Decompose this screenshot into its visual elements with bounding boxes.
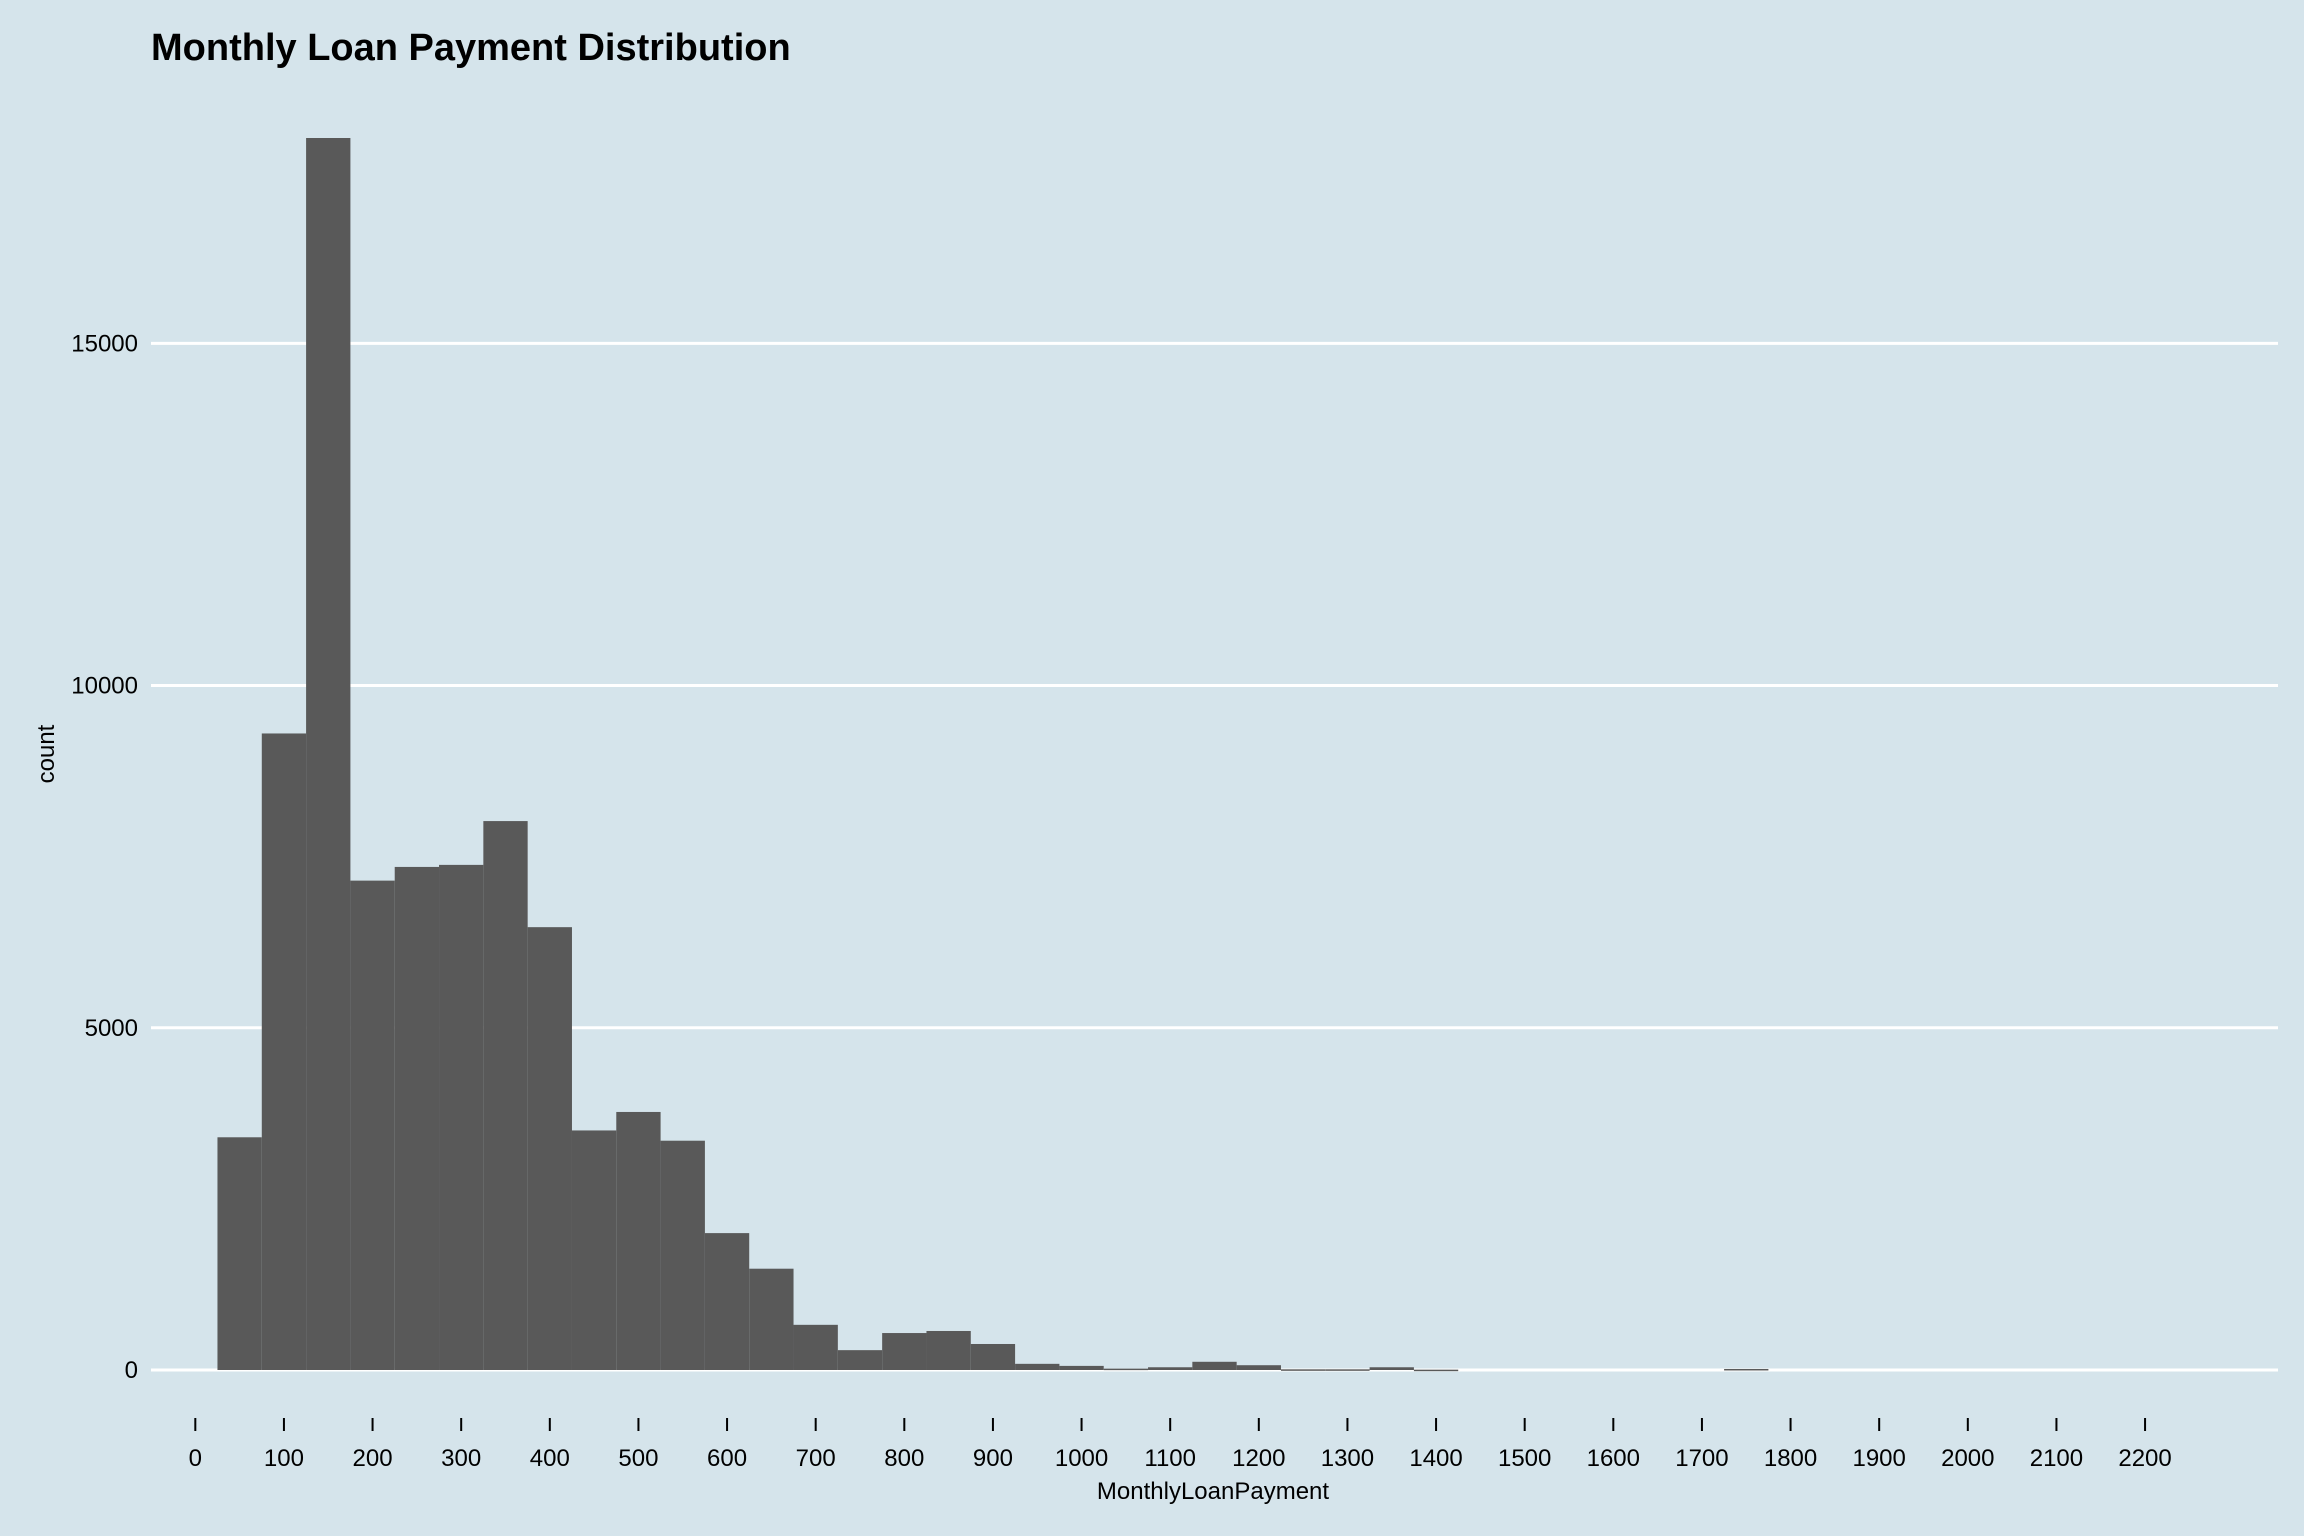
x-axis-ticks: 0 100 200 300 400 500 600 700 800 900 1000 1100 1200… — [189, 1418, 2172, 1472]
histogram-bar — [1369, 1367, 1414, 1370]
x-tick-label: 1900 — [1852, 1445, 1905, 1472]
histogram-bar — [217, 1137, 262, 1370]
histogram-bar — [793, 1324, 838, 1370]
x-tick-label: 400 — [530, 1445, 570, 1472]
x-tick-label: 2100 — [2030, 1445, 2083, 1472]
y-tick-label: 15000 — [71, 330, 138, 357]
y-axis-label: count — [33, 724, 60, 783]
chart-title: Monthly Loan Payment Distribution — [151, 27, 791, 69]
x-tick-label: 600 — [707, 1445, 747, 1472]
histogram-bar — [1015, 1363, 1060, 1370]
histogram-bar — [527, 927, 572, 1370]
histogram-bar — [704, 1233, 750, 1370]
x-axis-label: MonthlyLoanPayment — [1097, 1478, 1329, 1505]
y-tick-label: 5000 — [85, 1015, 138, 1042]
histogram-bar — [1148, 1367, 1193, 1370]
x-tick-label: 2200 — [2118, 1445, 2171, 1472]
x-tick-label: 1100 — [1144, 1445, 1196, 1472]
x-tick-label: 1500 — [1498, 1445, 1551, 1472]
histogram-bar — [261, 733, 307, 1370]
x-tick-label: 1000 — [1055, 1445, 1108, 1472]
histogram-bar — [926, 1330, 971, 1370]
x-tick-label: 200 — [353, 1445, 393, 1472]
x-tick-label: 1300 — [1321, 1445, 1374, 1472]
y-tick-label: 0 — [125, 1357, 138, 1384]
bars — [217, 138, 1769, 1372]
histogram-bar — [483, 821, 528, 1370]
histogram-bar — [837, 1350, 883, 1370]
x-tick-label: 1600 — [1587, 1445, 1640, 1472]
x-tick-label: 100 — [264, 1445, 304, 1472]
histogram-bar — [439, 864, 484, 1370]
histogram-bar — [1724, 1368, 1769, 1371]
histogram-bar — [660, 1140, 705, 1370]
histogram-bar — [882, 1333, 927, 1370]
x-tick-label: 300 — [441, 1445, 481, 1472]
x-tick-label: 900 — [973, 1445, 1013, 1472]
histogram-bar — [350, 880, 395, 1370]
histogram-bar — [1103, 1368, 1149, 1371]
x-tick-label: 1800 — [1764, 1445, 1817, 1472]
histogram-bar — [749, 1268, 794, 1370]
histogram-bar — [616, 1111, 661, 1370]
histogram-bar — [970, 1343, 1016, 1370]
x-tick-label: 0 — [189, 1445, 202, 1472]
histogram-bar — [1280, 1369, 1326, 1371]
x-tick-label: 1400 — [1409, 1445, 1462, 1472]
histogram-bar — [1192, 1361, 1237, 1370]
histogram-bar — [1325, 1369, 1370, 1371]
x-tick-label: 700 — [796, 1445, 836, 1472]
x-tick-label: 2000 — [1941, 1445, 1994, 1472]
histogram-bar — [1236, 1365, 1281, 1370]
histogram-bar — [306, 138, 351, 1370]
x-tick-label: 1700 — [1675, 1445, 1728, 1472]
histogram-bar — [1413, 1369, 1459, 1372]
x-tick-label: 800 — [884, 1445, 924, 1472]
histogram-bar — [394, 866, 440, 1370]
y-tick-label: 10000 — [71, 673, 138, 700]
x-tick-label: 500 — [618, 1445, 658, 1472]
histogram-bar — [571, 1130, 617, 1370]
y-axis-ticks: 0 5000 10000 15000 — [71, 330, 138, 1384]
x-tick-label: 1200 — [1232, 1445, 1285, 1472]
histogram-bar — [1059, 1365, 1104, 1370]
